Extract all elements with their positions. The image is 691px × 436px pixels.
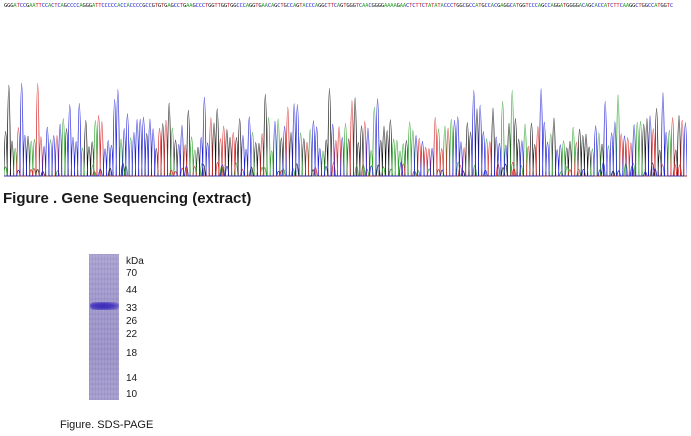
sequence-text: GGGATCCGAATTCCACTCAGCCCCAGGGATTCCCCCACCA…: [4, 3, 673, 9]
marker-label-14: 14: [126, 373, 138, 384]
figure-2-caption: Figure. SDS-PAGE: [60, 419, 154, 431]
chromatogram-trace: [4, 82, 687, 177]
marker-label-70: 70: [126, 268, 138, 279]
marker-label-44: 44: [126, 285, 138, 296]
gel-texture: [89, 254, 119, 400]
figure-1-caption: Figure . Gene Sequencing (extract): [3, 190, 252, 207]
sds-page-gel-lane: [89, 254, 119, 400]
marker-label-33: 33: [126, 303, 138, 314]
trace-T: [4, 83, 687, 177]
trace-C: [4, 82, 687, 177]
gel-protein-band: [90, 302, 119, 310]
marker-unit-label: kDa: [126, 256, 144, 267]
marker-label-10: 10: [126, 389, 138, 400]
marker-label-22: 22: [126, 329, 138, 340]
marker-label-18: 18: [126, 348, 138, 359]
trace-A: [4, 89, 687, 177]
marker-label-26: 26: [126, 316, 138, 327]
